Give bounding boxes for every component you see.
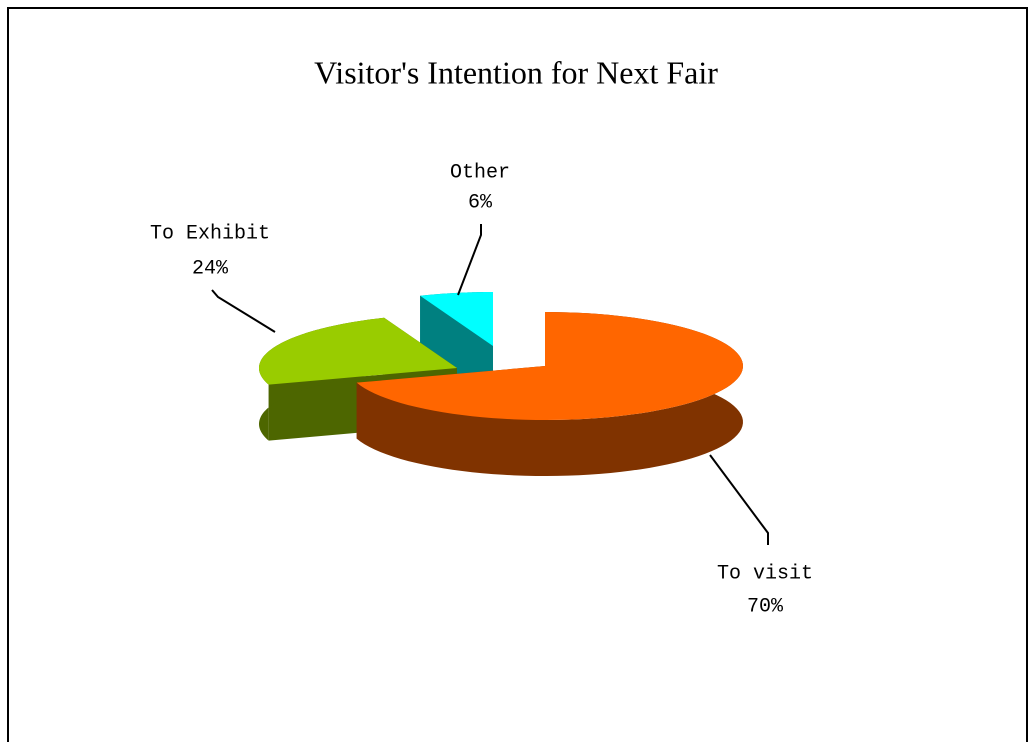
slice bbox=[356, 312, 743, 420]
value-label: 70% bbox=[747, 595, 784, 618]
leader-line bbox=[457, 224, 482, 296]
slice bbox=[420, 292, 493, 346]
value-label: 24% bbox=[192, 257, 229, 280]
slice-label: Other bbox=[450, 161, 510, 184]
slice bbox=[259, 317, 457, 385]
leader-line bbox=[211, 289, 276, 333]
leader-line bbox=[709, 454, 769, 545]
slice-label: To visit bbox=[717, 562, 813, 585]
slice-label: To Exhibit bbox=[150, 222, 270, 245]
chart-title: Visitor's Intention for Next Fair bbox=[314, 54, 718, 90]
value-label: 6% bbox=[468, 191, 493, 214]
